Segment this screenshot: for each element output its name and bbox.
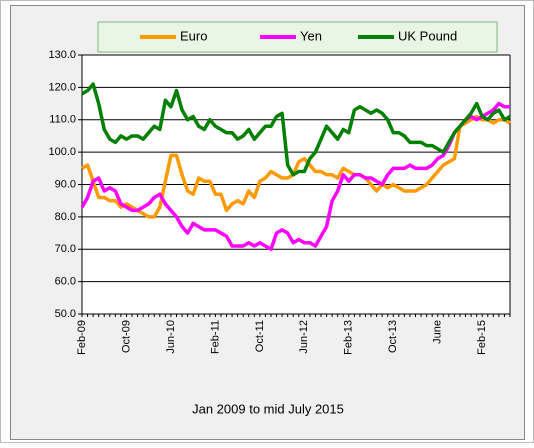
series-line [80,101,510,251]
legend-label: Euro [180,28,207,43]
x-tick-label: June [432,320,444,344]
x-tick-label: Feb-15 [476,320,488,355]
y-tick-label: 130.0 [48,49,76,61]
x-tick-label: Feb-09 [76,320,88,355]
y-tick-label: 60.0 [55,276,76,288]
y-tick-label: 110.0 [49,114,76,126]
chart-title: Jan 2009 to mid July 2015 [192,401,344,416]
series-line [81,82,511,177]
y-tick-label: 50.0 [55,308,76,320]
y-tick-label: 100.0 [48,146,76,158]
legend-label: UK Pound [398,28,457,43]
y-tick-label: 90.0 [55,178,76,190]
x-tick-label: Jun-10 [165,320,177,354]
x-tick-label: Oct-13 [387,320,399,353]
x-tick-label: Oct-11 [254,320,266,352]
x-tick-label: Oct-09 [120,320,132,353]
x-tick-label: Feb-13 [343,320,355,355]
series-line [81,114,511,219]
y-tick-label: 120.0 [48,81,76,93]
x-tick-label: Jun-12 [298,320,310,354]
y-tick-label: 70.0 [55,243,76,255]
legend-label: Yen [300,28,322,43]
y-tick-label: 80.0 [55,211,76,223]
x-tick-label: Feb-11 [209,320,221,354]
